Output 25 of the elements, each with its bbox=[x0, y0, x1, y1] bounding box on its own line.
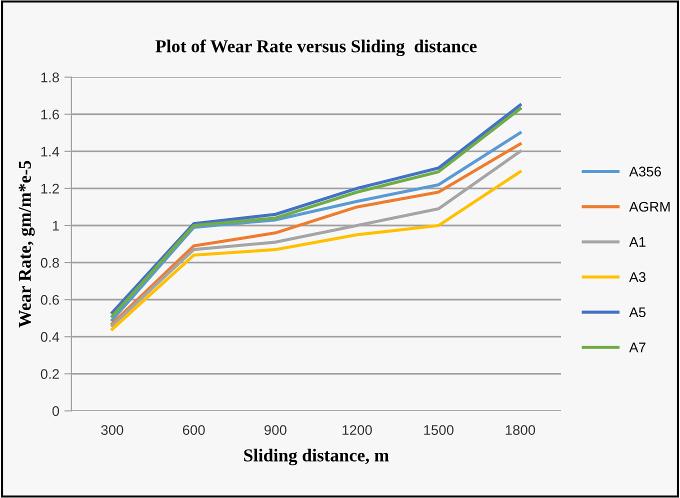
y-axis-title: Wear Rate, gm/m*e-5 bbox=[18, 160, 35, 328]
y-tick-label: 0.8 bbox=[40, 258, 59, 268]
legend-label: A1 bbox=[629, 237, 646, 247]
x-tick-label: 900 bbox=[264, 425, 286, 435]
x-tick-label: 1500 bbox=[424, 425, 454, 435]
y-tick-label: 1.4 bbox=[41, 146, 60, 156]
x-tick-label: 1800 bbox=[506, 425, 536, 435]
legend-label: A356 bbox=[629, 166, 661, 177]
y-tick-label: 0 bbox=[52, 406, 60, 416]
y-tick-label: 1.6 bbox=[41, 110, 59, 120]
y-tick-label: 0.4 bbox=[40, 332, 60, 342]
legend-label: A7 bbox=[629, 342, 646, 352]
x-tick-label: 300 bbox=[101, 425, 124, 435]
legend-label: A3 bbox=[629, 272, 646, 282]
x-axis-title: Sliding distance, m bbox=[244, 448, 389, 466]
chart-title: Plot of Wear Rate versus Sliding distance bbox=[156, 39, 477, 56]
x-tick-label: 600 bbox=[182, 425, 205, 435]
y-tick-label: 0.6 bbox=[40, 294, 59, 305]
y-tick-label: 1.8 bbox=[41, 72, 59, 82]
y-tick-label: 1 bbox=[52, 220, 59, 231]
legend-label: AGRM bbox=[629, 202, 670, 212]
x-tick-label: 1200 bbox=[342, 425, 372, 435]
y-tick-label: 0.2 bbox=[40, 369, 59, 379]
legend-label: A5 bbox=[629, 307, 646, 318]
y-tick-label: 1.2 bbox=[41, 184, 59, 194]
